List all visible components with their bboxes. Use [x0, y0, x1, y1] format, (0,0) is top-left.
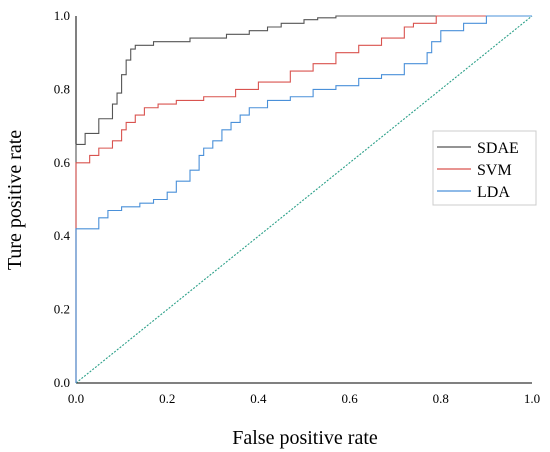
y-tick-label: 0.2: [54, 302, 70, 317]
y-tick-label: 0.4: [54, 228, 71, 243]
x-tick-label: 0.6: [341, 391, 358, 406]
x-axis-title: False positive rate: [232, 427, 378, 449]
legend: SDAE SVM LDA: [432, 130, 537, 206]
y-tick-label: 0.0: [54, 375, 70, 390]
x-axis-ticks: 0.0 0.2 0.4 0.6 0.8 1.0: [68, 391, 540, 406]
y-axis-ticks: 0.0 0.2 0.4 0.6 0.8 1.0: [54, 8, 71, 390]
legend-box: [432, 130, 537, 206]
legend-label-svm: SVM: [477, 162, 512, 179]
legend-label-lda: LDA: [477, 184, 510, 201]
x-tick-label: 0.8: [433, 391, 449, 406]
y-axis-title: Ture positive rate: [4, 130, 26, 270]
x-tick-label: 0.4: [250, 391, 267, 406]
x-tick-label: 1.0: [524, 391, 540, 406]
y-tick-label: 0.6: [54, 155, 71, 170]
series-line-sdae: [75, 15, 532, 383]
reference-diagonal-line: [75, 15, 533, 384]
legend-label-sdae: SDAE: [477, 140, 519, 157]
series-line-svm: [75, 15, 532, 383]
series-line-lda: [75, 15, 532, 383]
y-tick-label: 0.8: [54, 81, 70, 96]
plot-area: [75, 15, 533, 384]
x-tick-label: 0.0: [68, 391, 84, 406]
y-tick-label: 1.0: [54, 8, 70, 23]
x-tick-label: 0.2: [159, 391, 175, 406]
